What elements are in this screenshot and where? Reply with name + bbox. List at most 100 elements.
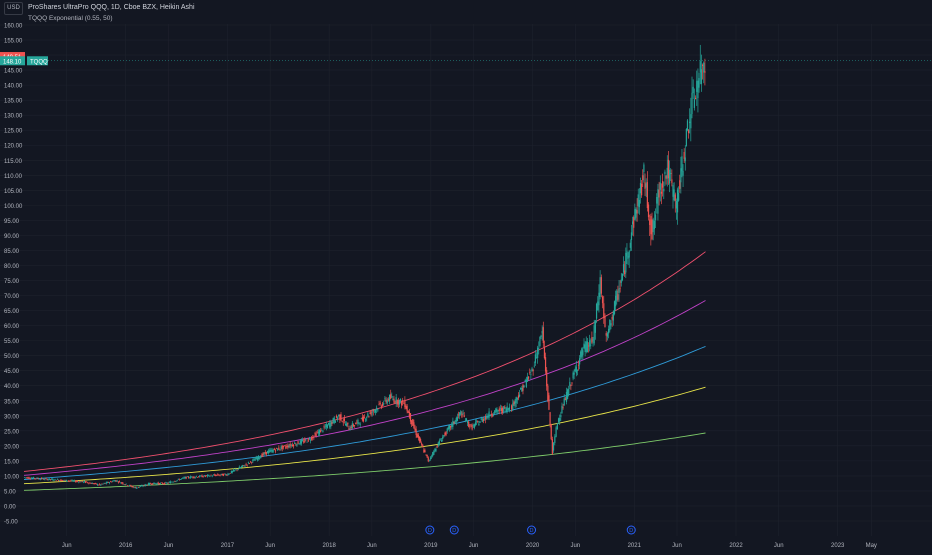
price-candle xyxy=(262,453,264,456)
price-candle xyxy=(672,185,674,197)
y-tick-label: 120.00 xyxy=(4,144,23,150)
x-tick-label: Jun xyxy=(469,543,479,549)
y-tick-label: 5.00 xyxy=(4,489,16,495)
price-candle xyxy=(511,405,513,410)
price-candle xyxy=(541,331,543,334)
price-candle xyxy=(609,319,611,331)
price-candle xyxy=(269,449,271,453)
price-candle xyxy=(330,420,332,427)
dividend-marker-icon[interactable] xyxy=(626,525,636,535)
price-candle xyxy=(429,457,432,459)
price-candle xyxy=(563,398,565,406)
price-candle xyxy=(181,478,183,480)
dividend-marker-icon[interactable] xyxy=(527,525,537,535)
price-candle xyxy=(83,481,86,483)
x-tick-label: Jun xyxy=(774,543,784,549)
price-candle xyxy=(348,428,350,430)
price-candle xyxy=(432,452,434,457)
indicator-label[interactable]: TQQQ Exponential (0.55, 50) xyxy=(28,15,113,22)
price-candle xyxy=(685,128,687,147)
price-candle xyxy=(691,92,693,115)
y-tick-label: 95.00 xyxy=(4,219,20,225)
price-candle xyxy=(355,423,357,425)
price-candle xyxy=(221,473,223,476)
price-candle xyxy=(272,449,274,452)
price-candle xyxy=(590,344,592,346)
price-candle xyxy=(159,482,162,484)
price-candle xyxy=(252,459,254,462)
price-candle xyxy=(580,351,582,358)
x-tick-label: 2023 xyxy=(831,543,845,549)
price-candle xyxy=(70,480,72,482)
price-candle xyxy=(92,483,94,485)
price-candle xyxy=(383,403,385,405)
price-candle xyxy=(303,440,305,443)
price-candle xyxy=(94,483,96,484)
price-candle xyxy=(130,485,132,486)
price-candle xyxy=(477,420,479,422)
price-candle xyxy=(502,407,504,413)
price-candle xyxy=(469,426,471,428)
price-candle xyxy=(544,357,547,372)
price-candle xyxy=(406,405,408,412)
price-candle xyxy=(309,439,312,441)
price-candle xyxy=(72,480,74,482)
price-candle xyxy=(158,483,160,485)
price-candle xyxy=(547,385,549,401)
price-candle xyxy=(229,472,231,474)
dividend-marker-icon[interactable] xyxy=(449,525,459,535)
price-candle xyxy=(650,215,652,235)
price-candle xyxy=(387,399,390,401)
price-candle xyxy=(39,478,41,480)
price-candle xyxy=(377,409,379,411)
price-candle xyxy=(482,419,485,421)
price-candle xyxy=(413,422,415,428)
price-candle xyxy=(620,279,622,283)
x-tick-label: 2018 xyxy=(322,543,336,549)
price-candle xyxy=(597,301,599,311)
price-candle xyxy=(138,486,140,488)
dividend-marker-icon[interactable] xyxy=(425,525,435,535)
price-candle xyxy=(405,406,407,409)
price-candle xyxy=(367,413,369,417)
price-candle xyxy=(384,398,386,399)
y-tick-label: 80.00 xyxy=(4,264,20,270)
price-candle xyxy=(369,413,371,414)
y-tick-label: 145.00 xyxy=(4,69,23,75)
price-candle xyxy=(95,483,98,485)
price-candle xyxy=(448,425,451,429)
price-candle xyxy=(587,345,590,347)
price-candle xyxy=(520,387,522,390)
price-candle xyxy=(115,480,117,482)
price-candle xyxy=(506,406,508,412)
price-candle xyxy=(55,480,57,481)
price-candle xyxy=(188,477,191,479)
price-candle xyxy=(687,130,690,134)
price-candle xyxy=(218,474,220,476)
price-candle xyxy=(157,482,159,484)
price-candle xyxy=(378,404,380,405)
price-candle xyxy=(36,477,38,479)
price-candle xyxy=(359,423,361,425)
price-candle xyxy=(421,443,423,445)
price-candle xyxy=(220,473,222,475)
price-candle xyxy=(154,483,156,484)
price-candle xyxy=(504,407,506,408)
price-candle xyxy=(156,483,158,485)
price-candle xyxy=(358,422,360,424)
price-candle xyxy=(84,481,87,483)
price-candle xyxy=(638,199,640,208)
price-candle xyxy=(473,424,475,428)
price-candle xyxy=(379,402,381,405)
price-candle xyxy=(74,481,77,483)
currency-badge[interactable]: USD xyxy=(4,2,23,15)
x-tick-label: 2019 xyxy=(424,543,438,549)
price-candle xyxy=(645,183,647,188)
price-candle xyxy=(35,478,37,480)
price-candle xyxy=(644,182,646,189)
price-candle xyxy=(65,479,67,482)
price-candle xyxy=(679,180,681,189)
price-candle xyxy=(555,427,557,437)
price-candle xyxy=(446,428,448,432)
